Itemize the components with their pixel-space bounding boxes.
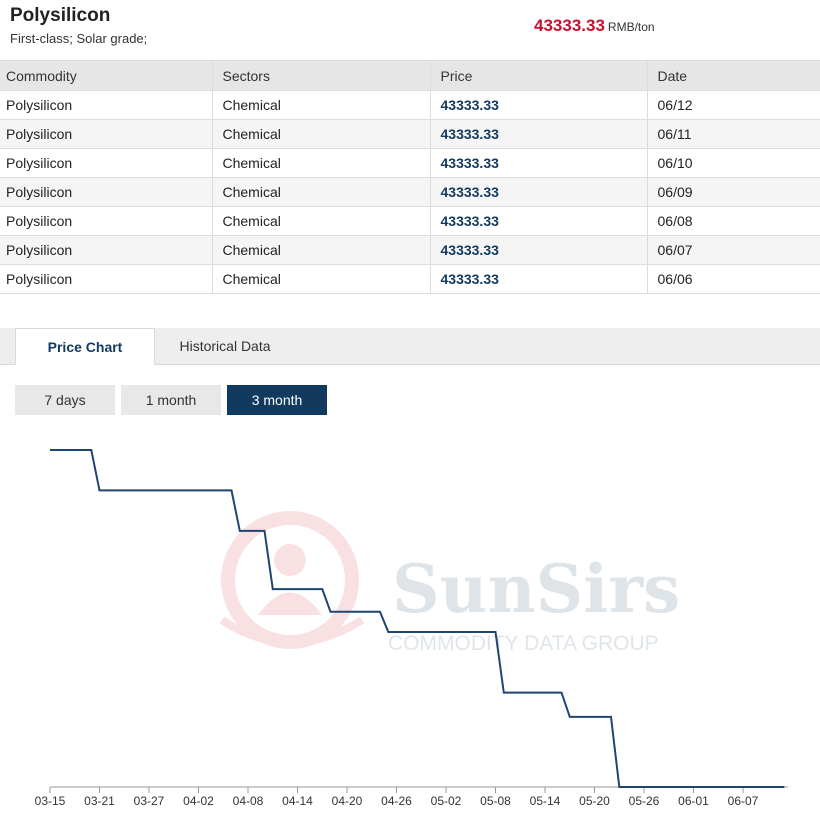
cell-commodity[interactable]: Polysilicon (0, 119, 213, 149)
cell-commodity[interactable]: Polysilicon (0, 206, 213, 236)
cell-price: 43333.33 (430, 264, 648, 294)
cell-sector: Chemical (212, 119, 431, 149)
watermark-logo-ring (221, 511, 359, 649)
cell-date: 06/09 (647, 177, 820, 207)
cell-date: 06/08 (647, 206, 820, 236)
cell-commodity[interactable]: Polysilicon (0, 264, 213, 294)
tab-price-chart[interactable]: Price Chart (15, 328, 155, 365)
table-row: Polysilicon Chemical 43333.33 06/06 (0, 264, 820, 294)
watermark-logo-dot (274, 544, 306, 576)
x-tick-label: 03-27 (134, 794, 165, 808)
x-tick-label: 05-26 (629, 794, 660, 808)
x-tick-label: 05-14 (530, 794, 561, 808)
cell-price: 43333.33 (430, 90, 648, 120)
price-chart: SunSirs COMMODITY DATA GROUP 03-15 03-21 0… (35, 449, 788, 808)
commodity-header: Polysilicon First-class; Solar grade; 43… (0, 0, 820, 60)
watermark-tagline: COMMODITY DATA GROUP (388, 632, 659, 655)
watermark-logo-swoosh (219, 616, 365, 647)
chart-tabs: Price Chart Historical Data (0, 328, 820, 365)
cell-sector: Chemical (212, 90, 431, 120)
x-tick-label: 04-02 (183, 794, 214, 808)
cell-sector: Chemical (212, 206, 431, 236)
range-3-month-button[interactable]: 3 month (227, 385, 327, 415)
watermark: SunSirs COMMODITY DATA GROUP (219, 511, 680, 655)
x-tick-label: 04-14 (282, 794, 313, 808)
current-price: 43333.33 RMB/ton (534, 16, 655, 36)
cell-sector: Chemical (212, 177, 431, 207)
cell-sector: Chemical (212, 148, 431, 178)
table-header-row: Commodity Sectors Price Date (0, 60, 820, 91)
x-tick-label: 06-07 (728, 794, 759, 808)
column-header-commodity: Commodity (0, 60, 213, 91)
x-tick-label: 03-15 (35, 794, 66, 808)
cell-commodity[interactable]: Polysilicon (0, 90, 213, 120)
commodity-title: Polysilicon (10, 5, 111, 26)
table-row: Polysilicon Chemical 43333.33 06/08 (0, 206, 820, 236)
cell-date: 06/11 (647, 119, 820, 149)
column-header-date: Date (647, 60, 820, 91)
cell-price: 43333.33 (430, 177, 648, 207)
tab-historical-data[interactable]: Historical Data (179, 338, 271, 354)
current-price-value: 43333.33 (534, 16, 605, 35)
range-1-month-button[interactable]: 1 month (121, 385, 221, 415)
x-tick-label: 05-08 (480, 794, 511, 808)
cell-commodity[interactable]: Polysilicon (0, 148, 213, 178)
watermark-logo-figure (258, 592, 322, 615)
cell-price: 43333.33 (430, 206, 648, 236)
x-axis-ticks: 03-15 03-21 03-27 04-02 04-08 04-14 04-20 04-26… (35, 787, 759, 808)
cell-date: 06/10 (647, 148, 820, 178)
table-row: Polysilicon Chemical 43333.33 06/10 (0, 148, 820, 178)
cell-date: 06/12 (647, 90, 820, 120)
x-tick-label: 04-08 (233, 794, 264, 808)
column-header-sectors: Sectors (212, 60, 431, 91)
table-row: Polysilicon Chemical 43333.33 06/09 (0, 177, 820, 207)
price-table: Commodity Sectors Price Date Polysilicon… (0, 60, 820, 294)
cell-date: 06/07 (647, 235, 820, 265)
cell-sector: Chemical (212, 235, 431, 265)
table-row: Polysilicon Chemical 43333.33 06/07 (0, 235, 820, 265)
watermark-brand: SunSirs (392, 550, 680, 628)
cell-price: 43333.33 (430, 148, 648, 178)
x-tick-label: 05-02 (431, 794, 462, 808)
cell-date: 06/06 (647, 264, 820, 294)
table-row: Polysilicon Chemical 43333.33 06/12 (0, 90, 820, 120)
cell-commodity[interactable]: Polysilicon (0, 235, 213, 265)
cell-price: 43333.33 (430, 235, 648, 265)
x-tick-label: 04-26 (381, 794, 412, 808)
price-series-line (50, 449, 785, 788)
range-7-days-button[interactable]: 7 days (15, 385, 115, 415)
cell-sector: Chemical (212, 264, 431, 294)
commodity-subtitle: First-class; Solar grade; (10, 31, 148, 46)
table-row: Polysilicon Chemical 43333.33 06/11 (0, 119, 820, 149)
cell-price: 43333.33 (430, 119, 648, 149)
x-tick-label: 04-20 (332, 794, 363, 808)
cell-commodity[interactable]: Polysilicon (0, 177, 213, 207)
x-tick-label: 06-01 (678, 794, 709, 808)
x-tick-label: 05-20 (579, 794, 610, 808)
x-tick-label: 03-21 (84, 794, 115, 808)
current-price-unit: RMB/ton (607, 20, 655, 34)
column-header-price: Price (430, 60, 648, 91)
